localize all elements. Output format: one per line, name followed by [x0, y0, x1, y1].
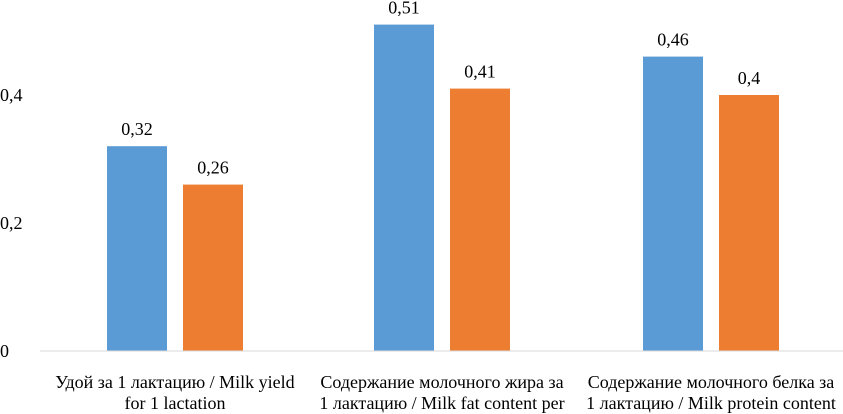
category-label: 1 лактацию / Milk protein content — [586, 393, 836, 413]
y-tick-label: 0,2 — [0, 213, 23, 233]
data-label: 0,46 — [657, 30, 689, 50]
category-label: Удой за 1 лактацию / Milk yield — [55, 372, 294, 392]
y-tick-label: 0,4 — [0, 85, 23, 105]
data-label: 0,26 — [197, 158, 229, 178]
bars — [107, 24, 779, 351]
category-label: Содержание молочного белка за — [588, 372, 835, 392]
data-label: 0,32 — [121, 119, 153, 139]
data-label: 0,41 — [464, 62, 496, 82]
bar-series-1-cat-3 — [643, 56, 703, 351]
category-label: 1 лактацию / Milk fat content per — [319, 393, 564, 413]
y-axis-ticks: 0 0,2 0,4 — [0, 85, 23, 361]
bar-series-1-cat-1 — [107, 146, 167, 351]
y-tick-label: 0 — [0, 341, 9, 361]
data-label: 0,4 — [738, 68, 761, 88]
bar-series-1-cat-2 — [374, 24, 434, 351]
bar-series-2-cat-3 — [719, 95, 779, 351]
bar-series-2-cat-2 — [450, 88, 510, 351]
category-label: for 1 lactation — [125, 393, 226, 413]
category-label: Содержание молочного жира за — [320, 372, 563, 392]
data-label: 0,51 — [388, 0, 420, 18]
data-labels: 0,32 0,51 0,46 0,26 0,41 0,4 — [121, 0, 760, 178]
bar-series-2-cat-1 — [183, 184, 243, 351]
